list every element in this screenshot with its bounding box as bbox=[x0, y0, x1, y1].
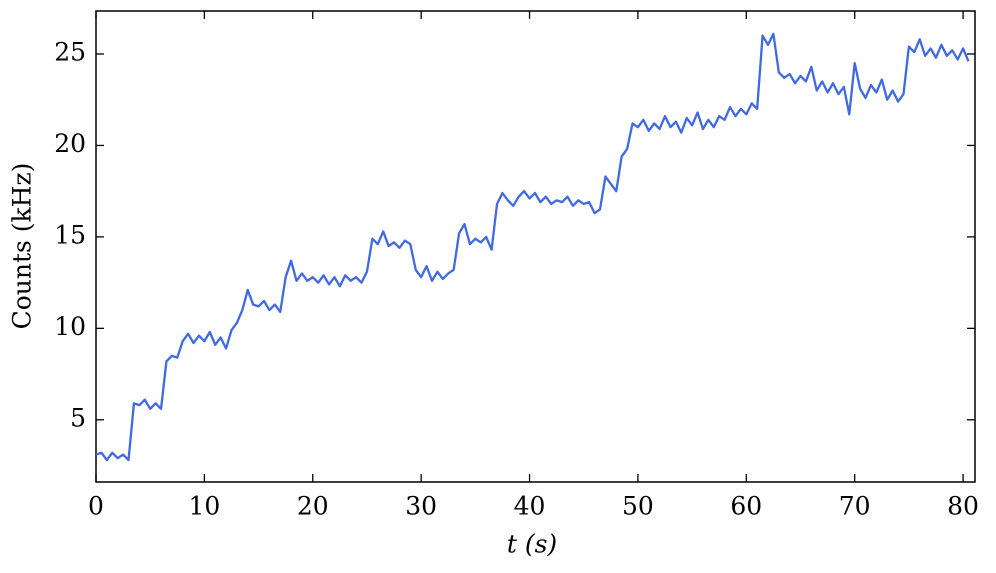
y-axis-label: Counts (kHz) bbox=[8, 163, 37, 330]
x-tick-label: 50 bbox=[622, 492, 654, 521]
y-tick-label: 5 bbox=[70, 403, 86, 432]
x-axis-label: t (s) bbox=[507, 530, 557, 559]
x-tick-label: 30 bbox=[405, 492, 437, 521]
x-tick-label: 80 bbox=[947, 492, 979, 521]
x-tick-label: 0 bbox=[88, 492, 104, 521]
y-tick-label: 15 bbox=[54, 220, 86, 249]
x-tick-label: 70 bbox=[839, 492, 871, 521]
x-tick-label: 10 bbox=[188, 492, 220, 521]
plot-frame bbox=[95, 10, 976, 483]
x-tick-label: 20 bbox=[297, 492, 329, 521]
y-tick-label: 20 bbox=[54, 129, 86, 158]
data-line bbox=[95, 32, 970, 462]
y-tick-label: 10 bbox=[54, 312, 86, 341]
x-tick-label: 60 bbox=[730, 492, 762, 521]
y-tick-label: 25 bbox=[54, 37, 86, 66]
x-tick-label: 40 bbox=[514, 492, 546, 521]
